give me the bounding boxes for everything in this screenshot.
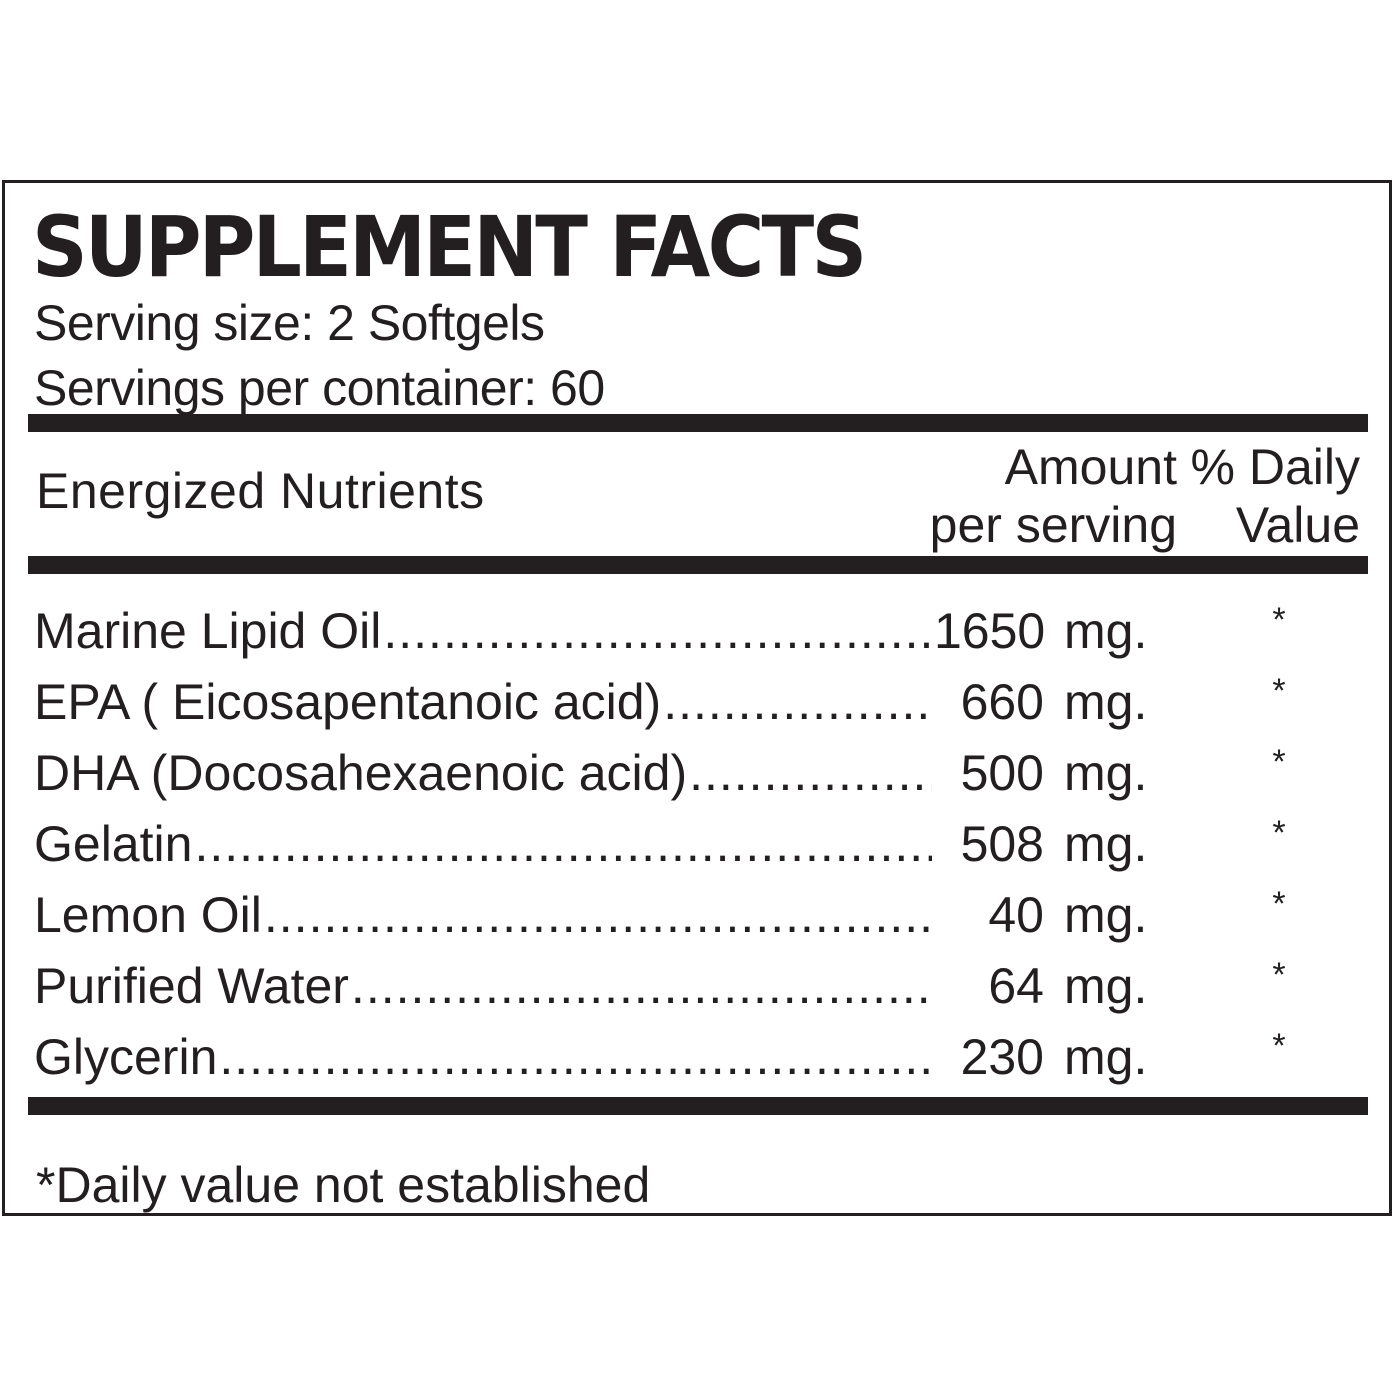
dot-leader [219, 1032, 932, 1082]
nutrient-row: Purified Water 64 mg. * [34, 950, 1334, 1021]
dot-leader [689, 748, 932, 798]
nutrient-name: EPA ( Eicosapentanoic acid) [34, 673, 662, 730]
daily-value-column-header: % Daily Value [1180, 438, 1360, 554]
nutrient-unit: mg. [1064, 744, 1148, 801]
nutrient-name: Glycerin [34, 1028, 218, 1085]
dot-leader [383, 606, 932, 656]
daily-value: * [1272, 814, 1286, 852]
nutrient-amount: 40 [988, 886, 1044, 943]
nutrient-name: Purified Water [34, 957, 349, 1014]
dot-leader [351, 961, 932, 1011]
daily-value-footnote: *Daily value not established [36, 1157, 651, 1213]
nutrient-row: EPA ( Eicosapentanoic acid) 660 mg. * [34, 666, 1334, 737]
nutrient-row: Lemon Oil 40 mg. * [34, 879, 1334, 950]
supplement-facts-panel [2, 180, 1392, 1216]
divider-bar [28, 414, 1368, 432]
nutrient-amount: 508 [960, 815, 1044, 872]
nutrient-list: Marine Lipid Oil 1650 mg. * EPA ( Eicosa… [34, 595, 1334, 1092]
nutrient-name: Lemon Oil [34, 886, 262, 943]
dot-leader [194, 819, 932, 869]
nutrient-unit: mg. [1064, 673, 1148, 730]
nutrient-amount: 1650 [934, 602, 1046, 659]
nutrient-unit: mg. [1064, 886, 1148, 943]
dot-leader [663, 677, 932, 727]
nutrient-unit: mg. [1064, 957, 1148, 1014]
dv-header-line1: % Daily [1190, 439, 1360, 495]
nutrient-amount: 64 [988, 957, 1044, 1014]
nutrient-unit: mg. [1064, 602, 1148, 659]
nutrient-amount: 230 [960, 1028, 1044, 1085]
amount-header-line1: Amount [1004, 439, 1177, 495]
nutrient-unit: mg. [1064, 1028, 1148, 1085]
nutrient-row: Gelatin 508 mg. * [34, 808, 1334, 879]
daily-value: * [1272, 672, 1286, 710]
nutrient-name: Marine Lipid Oil [34, 602, 382, 659]
divider-bar [28, 1097, 1368, 1115]
nutrients-column-header: Energized Nutrients [36, 463, 485, 519]
daily-value: * [1272, 743, 1286, 781]
nutrient-row: Glycerin 230 mg. * [34, 1021, 1334, 1092]
dot-leader [264, 890, 932, 940]
nutrient-amount: 660 [960, 673, 1044, 730]
nutrient-name: Gelatin [34, 815, 193, 872]
servings-per-container: Servings per container: 60 [34, 360, 605, 416]
panel-title: SUPPLEMENT FACTS [32, 198, 867, 296]
nutrient-row: Marine Lipid Oil 1650 mg. * [34, 595, 1334, 666]
serving-size: Serving size: 2 Softgels [34, 295, 545, 351]
nutrient-amount: 500 [960, 744, 1044, 801]
dv-header-line2: Value [1235, 497, 1360, 553]
daily-value: * [1272, 956, 1286, 994]
nutrient-row: DHA (Docosahexaenoic acid) 500 mg. * [34, 737, 1334, 808]
daily-value: * [1272, 1027, 1286, 1065]
daily-value: * [1272, 885, 1286, 923]
amount-header-line2: per serving [929, 497, 1177, 553]
daily-value: * [1272, 601, 1286, 639]
nutrient-unit: mg. [1064, 815, 1148, 872]
nutrient-name: DHA (Docosahexaenoic acid) [34, 744, 688, 801]
divider-bar [28, 556, 1368, 574]
amount-column-header: Amount per serving [905, 438, 1177, 554]
